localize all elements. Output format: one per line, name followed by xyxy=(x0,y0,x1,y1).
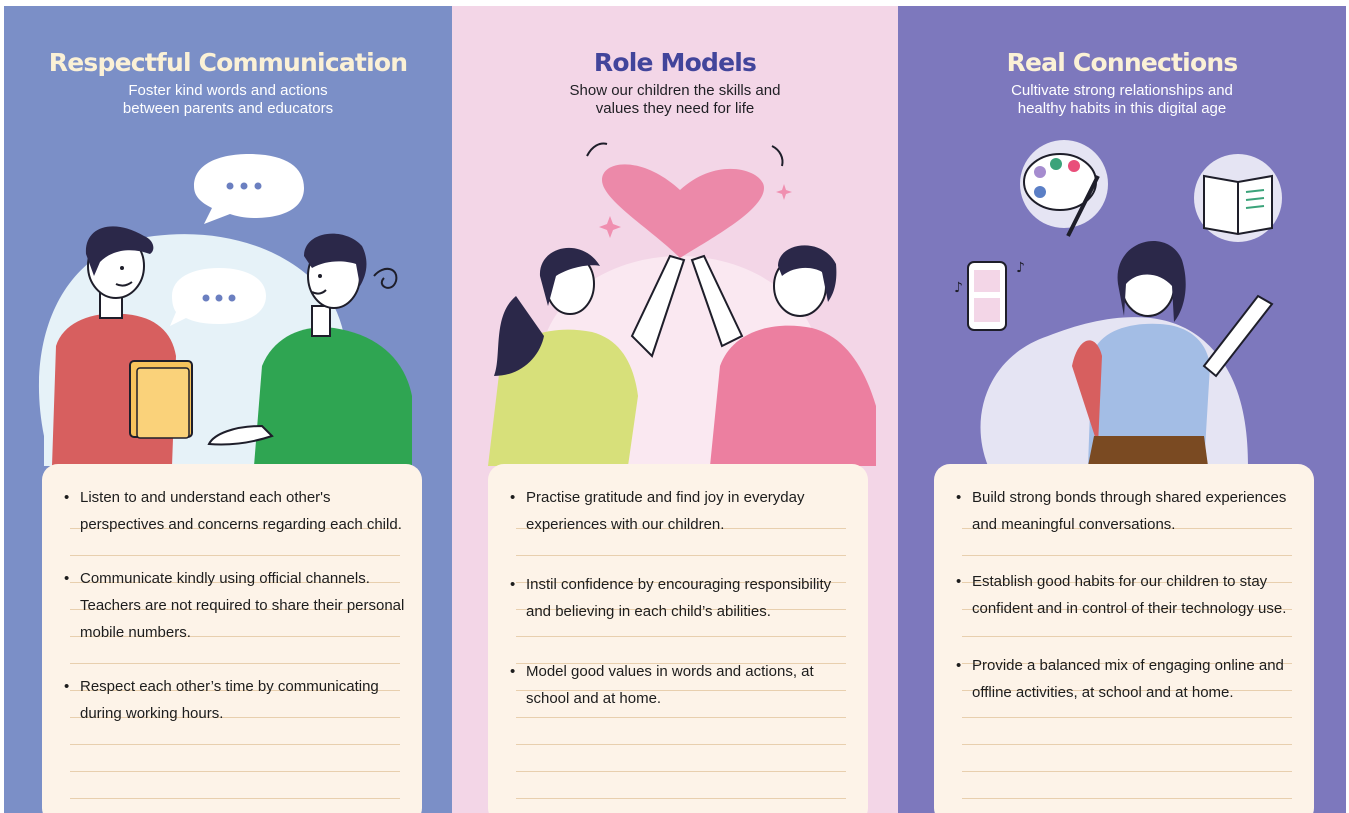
list-item: Establish good habits for our children t… xyxy=(956,568,1298,622)
column-subtitle: Cultivate strong relationships and healt… xyxy=(898,82,1346,118)
speech-bubble-icon xyxy=(194,154,304,224)
speech-bubble-icon xyxy=(170,268,266,326)
subtitle-line: healthy habits in this digital age xyxy=(1017,100,1227,117)
tips-card: Listen to and understand each other's pe… xyxy=(42,464,422,813)
column-title: Respectful Communication xyxy=(48,48,408,77)
subtitle-line: values they need for life xyxy=(595,100,755,117)
subtitle-line: Foster kind words and actions xyxy=(128,82,328,99)
list-item: Build strong bonds through shared experi… xyxy=(956,484,1298,538)
column-role-models: Role Models Show our children the skills… xyxy=(452,6,898,813)
list-item: Provide a balanced mix of engaging onlin… xyxy=(956,652,1298,706)
column-subtitle: Show our children the skills and values … xyxy=(452,82,898,118)
svg-text:♪: ♪ xyxy=(1016,260,1025,276)
talking-people-illustration xyxy=(38,154,412,466)
subtitle-line: Cultivate strong relationships and xyxy=(1011,82,1233,99)
bullet-list: Build strong bonds through shared experi… xyxy=(954,484,1298,706)
list-item: Respect each other’s time by communicati… xyxy=(64,673,406,727)
column-real-connections: Real Connections Cultivate strong relati… xyxy=(898,6,1346,813)
column-title: Role Models xyxy=(593,48,757,77)
column-subtitle: Foster kind words and actions between pa… xyxy=(4,82,452,118)
phone-icon: ♪ ♪ xyxy=(954,260,1025,331)
palette-icon xyxy=(1020,140,1108,237)
heart-icon xyxy=(586,142,784,258)
tips-card: Build strong bonds through shared experi… xyxy=(934,464,1314,813)
bullet-list: Practise gratitude and find joy in every… xyxy=(508,484,852,712)
list-item: Communicate kindly using official channe… xyxy=(64,565,406,646)
subtitle-line: between parents and educators xyxy=(122,100,334,117)
real-connections-illustration: ♪ ♪ xyxy=(954,140,1282,466)
tips-card: Practise gratitude and find joy in every… xyxy=(488,464,868,813)
role-models-illustration xyxy=(488,142,876,466)
book-icon xyxy=(1194,154,1282,242)
list-item: Listen to and understand each other's pe… xyxy=(64,484,406,538)
column-respectful-communication: Respectful Communication Foster kind wor… xyxy=(4,6,452,813)
bullet-list: Listen to and understand each other's pe… xyxy=(62,484,406,727)
ruled-lines xyxy=(70,502,400,802)
column-title: Real Connections xyxy=(1006,48,1239,77)
subtitle-line: Show our children the skills and xyxy=(569,82,781,99)
list-item: Instil confidence by encouraging respons… xyxy=(510,571,852,625)
svg-text:♪: ♪ xyxy=(954,280,963,296)
list-item: Practise gratitude and find joy in every… xyxy=(510,484,852,538)
ruled-lines xyxy=(516,502,846,802)
list-item: Model good values in words and actions, … xyxy=(510,658,852,712)
